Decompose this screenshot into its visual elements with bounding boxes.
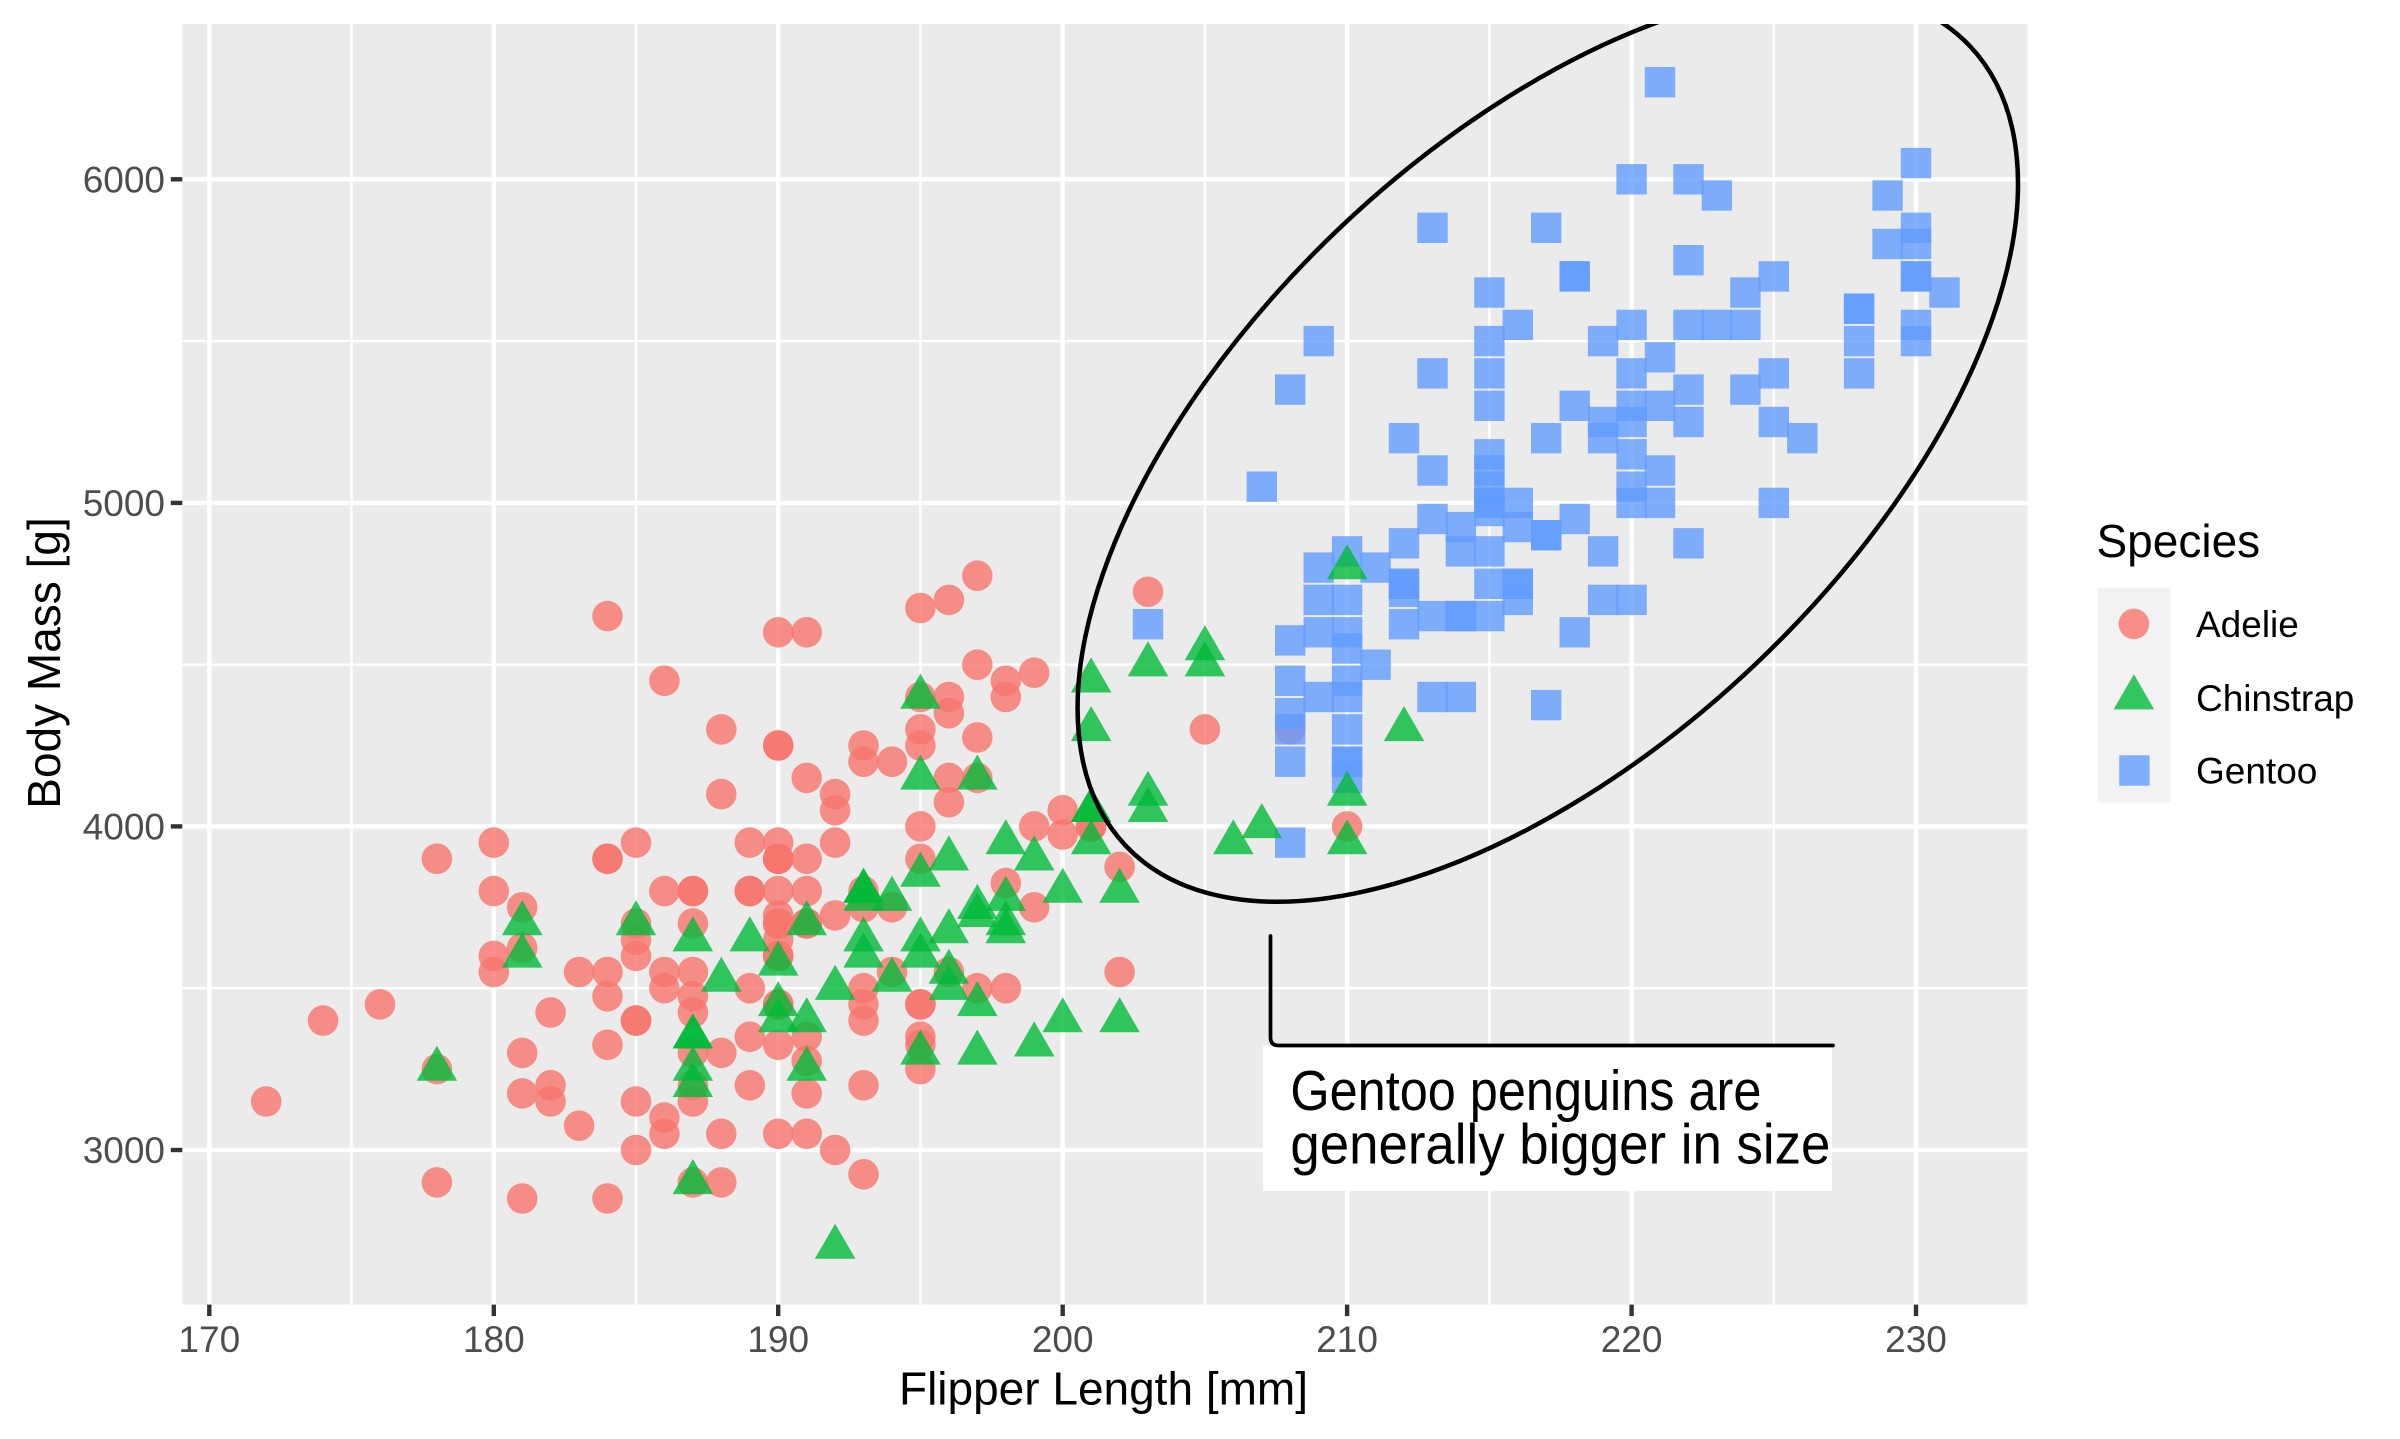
svg-text:Adelie: Adelie <box>2196 604 2299 645</box>
svg-text:3000: 3000 <box>83 1130 165 1171</box>
svg-text:170: 170 <box>178 1319 240 1360</box>
svg-text:Body Mass [g]: Body Mass [g] <box>18 517 70 808</box>
svg-text:Gentoo penguins are: Gentoo penguins are <box>1290 1059 1761 1123</box>
svg-text:200: 200 <box>1032 1319 1094 1360</box>
svg-text:5000: 5000 <box>83 483 165 524</box>
svg-text:220: 220 <box>1601 1319 1663 1360</box>
svg-text:6000: 6000 <box>83 160 165 201</box>
svg-text:Species: Species <box>2097 515 2261 567</box>
svg-text:230: 230 <box>1885 1319 1947 1360</box>
svg-text:Flipper Length [mm]: Flipper Length [mm] <box>899 1363 1308 1415</box>
svg-text:180: 180 <box>463 1319 525 1360</box>
svg-text:Gentoo: Gentoo <box>2196 751 2317 792</box>
svg-text:210: 210 <box>1316 1319 1378 1360</box>
svg-text:generally bigger in size: generally bigger in size <box>1290 1112 1830 1176</box>
svg-text:Chinstrap: Chinstrap <box>2196 678 2354 719</box>
svg-text:4000: 4000 <box>83 807 165 848</box>
svg-text:190: 190 <box>747 1319 809 1360</box>
